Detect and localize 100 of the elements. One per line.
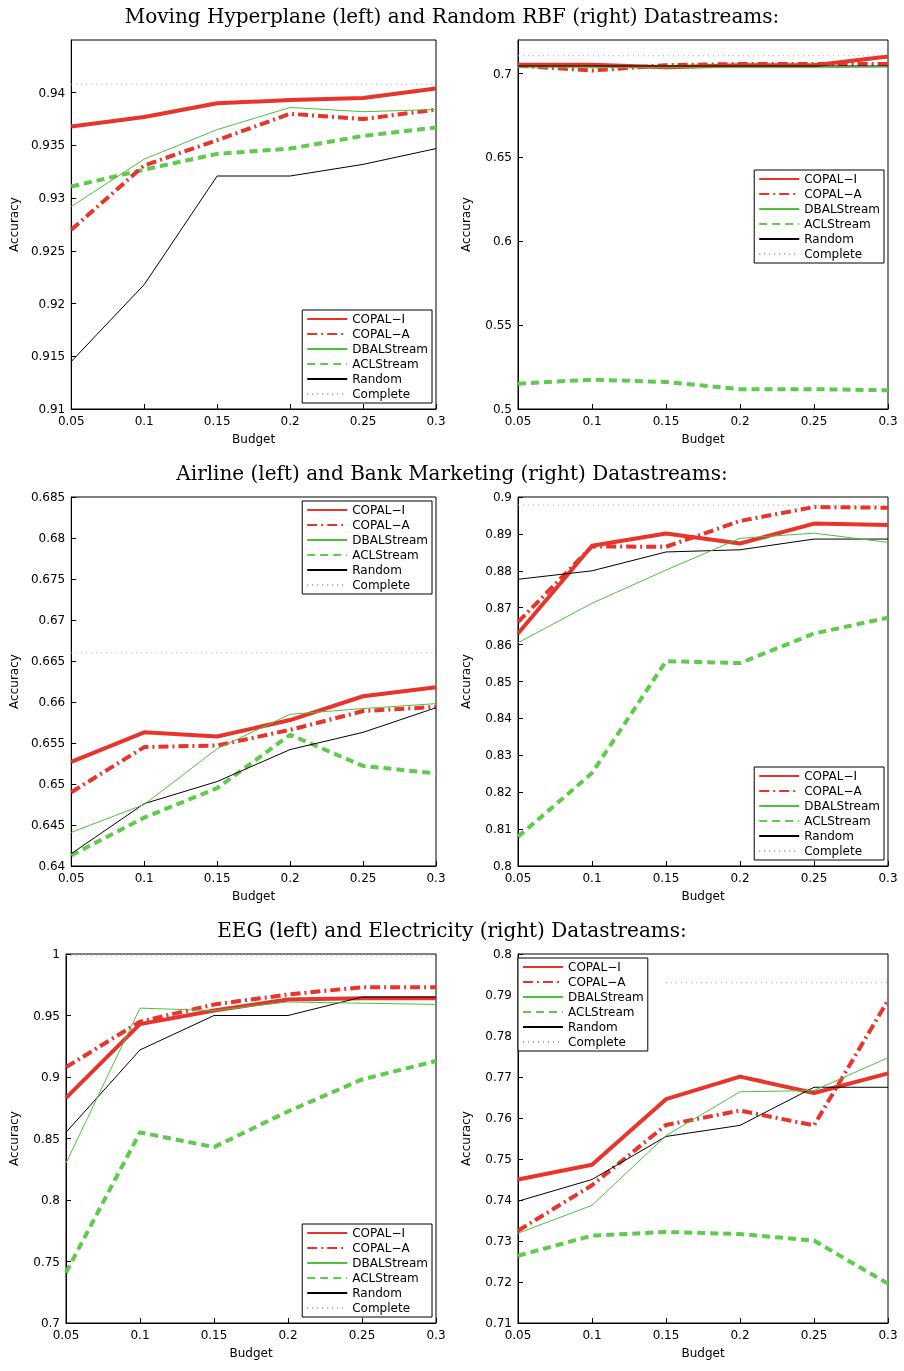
legend-label: Complete (352, 578, 411, 592)
legend-label: ACLStream (352, 548, 419, 562)
y-tick-label: 0.85 (33, 1131, 60, 1146)
y-tick-label: 0.93 (38, 191, 66, 206)
legend-label: DBALStream (568, 990, 644, 1004)
legend-label: COPAL−I (352, 312, 405, 326)
x-tick-label: 0.2 (278, 1328, 298, 1342)
x-tick-label: 0.2 (730, 414, 750, 428)
legend-label: ACLStream (352, 357, 419, 371)
y-tick-label: 0.5 (492, 402, 512, 416)
legend-label: Random (352, 563, 402, 577)
y-tick-label: 0.7 (492, 66, 512, 81)
y-tick-label: 0.95 (33, 1008, 60, 1023)
y-tick-label: 0.685 (30, 490, 66, 504)
legend-label: Random (568, 1020, 618, 1034)
y-tick-label: 0.675 (30, 572, 66, 586)
x-tick-label: 0.15 (652, 871, 680, 885)
y-axis-title: Accuracy (7, 197, 21, 252)
legend-label: Complete (352, 1301, 411, 1315)
x-tick-label: 0.3 (878, 1328, 898, 1342)
y-tick-label: 0.8 (492, 859, 512, 873)
x-tick-label: 0.3 (878, 414, 898, 428)
x-tick-label: 0.3 (426, 414, 446, 428)
chart-title: EEG (left) and Electricity (right) Datastreams: (216, 918, 688, 942)
x-tick-label: 0.25 (800, 1328, 828, 1342)
y-tick-label: 0.65 (38, 777, 66, 791)
legend-label: COPAL−A (568, 975, 627, 989)
y-tick-label: 0.66 (38, 695, 66, 709)
x-tick-label: 0.05 (52, 1328, 80, 1342)
y-tick-label: 0.76 (485, 1111, 512, 1125)
legend-label: Random (352, 1286, 402, 1300)
legend-label: Random (352, 372, 402, 386)
x-tick-label: 0.25 (800, 414, 828, 428)
y-tick-label: 0.935 (30, 138, 66, 153)
chart-title: Airline (left) and Bank Marketing (right) Datastreams: (175, 461, 729, 485)
legend-label: Complete (352, 387, 411, 401)
legend-label: DBALStream (804, 799, 881, 813)
y-tick-label: 0.87 (485, 600, 512, 615)
x-tick-label: 0.3 (878, 871, 898, 885)
x-tick-label: 0.1 (134, 871, 154, 885)
y-tick-label: 0.75 (485, 1152, 512, 1166)
legend-label: Complete (804, 247, 863, 261)
y-tick-label: 0.655 (30, 736, 66, 750)
y-axis-title: Accuracy (7, 654, 21, 709)
y-tick-label: 0.78 (485, 1029, 512, 1043)
y-tick-label: 0.68 (38, 531, 66, 545)
x-tick-label: 0.05 (504, 871, 532, 885)
y-tick-label: 0.91 (38, 402, 66, 416)
y-tick-label: 0.75 (33, 1254, 60, 1269)
legend-label: COPAL−A (804, 187, 863, 201)
y-tick-label: 0.77 (485, 1070, 512, 1084)
x-tick-label: 0.15 (652, 414, 680, 428)
x-axis-title: Budget (229, 1346, 273, 1360)
y-tick-label: 0.915 (30, 349, 66, 364)
legend-label: COPAL−A (352, 518, 411, 532)
x-tick-label: 0.2 (280, 414, 300, 428)
legend-label: COPAL−A (804, 784, 863, 798)
legend-label: COPAL−I (804, 769, 857, 783)
legend-label: Complete (804, 844, 863, 858)
y-tick-label: 0.64 (38, 859, 66, 873)
x-tick-label: 0.05 (57, 871, 85, 885)
x-tick-label: 0.05 (504, 414, 532, 428)
legend-label: ACLStream (568, 1005, 635, 1019)
y-tick-label: 0.8 (40, 1193, 60, 1207)
y-tick-label: 0.94 (38, 85, 66, 100)
y-tick-label: 0.67 (38, 613, 66, 627)
y-tick-label: 0.83 (485, 748, 512, 763)
x-tick-label: 0.15 (652, 1328, 680, 1342)
y-tick-label: 0.925 (30, 243, 66, 258)
x-axis-title: Budget (681, 1346, 725, 1360)
legend-label: ACLStream (804, 814, 871, 828)
legend-label: COPAL−I (804, 172, 857, 186)
legend-label: ACLStream (352, 1271, 419, 1285)
x-tick-label: 0.25 (348, 1328, 376, 1342)
x-tick-label: 0.15 (203, 414, 231, 428)
y-tick-label: 0.85 (485, 674, 512, 689)
x-tick-label: 0.2 (730, 871, 750, 885)
y-axis-title: Accuracy (7, 1111, 21, 1166)
y-tick-label: 0.73 (485, 1234, 512, 1248)
legend-label: Random (804, 232, 854, 246)
y-tick-label: 0.88 (485, 563, 512, 578)
x-tick-label: 0.15 (200, 1328, 228, 1342)
y-tick-label: 0.6 (492, 234, 512, 249)
x-tick-label: 0.25 (800, 871, 828, 885)
x-axis-title: Budget (232, 889, 276, 903)
y-tick-label: 0.9 (492, 490, 512, 504)
legend-label: DBALStream (352, 1256, 429, 1270)
y-axis-title: Accuracy (459, 1111, 473, 1166)
x-tick-label: 0.3 (426, 1328, 446, 1342)
chart-title: Moving Hyperplane (left) and Random RBF (right) Datastreams: (123, 4, 781, 28)
y-axis-title: Accuracy (459, 197, 473, 252)
x-tick-label: 0.1 (130, 1328, 150, 1342)
y-tick-label: 0.74 (485, 1193, 512, 1207)
x-tick-label: 0.1 (134, 414, 154, 428)
y-tick-label: 0.72 (485, 1275, 512, 1289)
x-tick-label: 0.25 (349, 871, 377, 885)
x-tick-label: 0.3 (426, 871, 446, 885)
legend-label: COPAL−I (352, 1226, 405, 1240)
x-tick-label: 0.15 (203, 871, 231, 885)
x-tick-label: 0.05 (504, 1328, 532, 1342)
